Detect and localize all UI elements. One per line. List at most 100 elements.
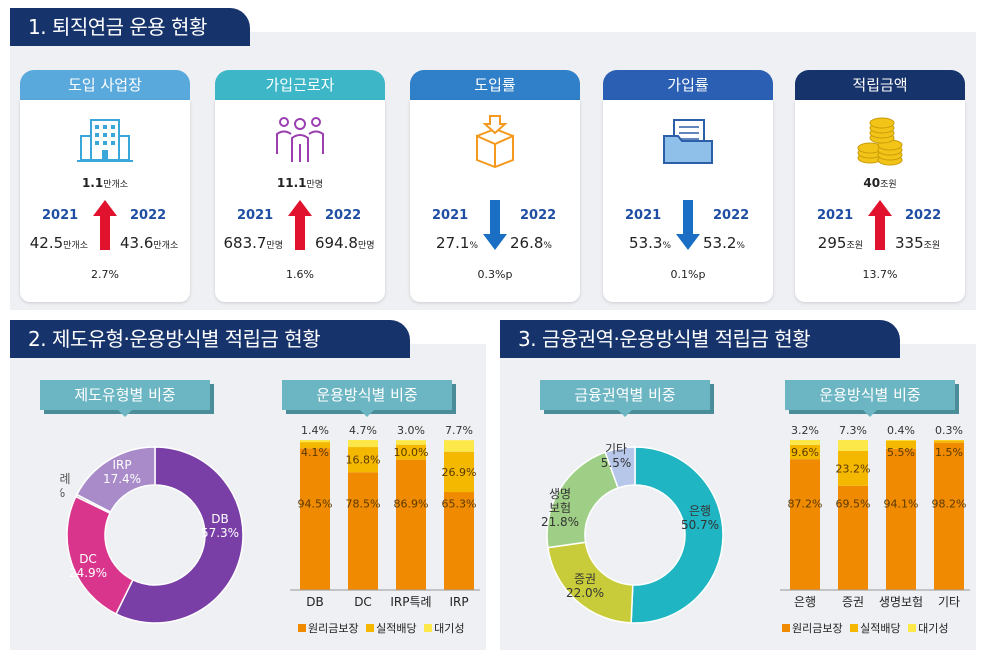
value-from: 27.1%	[436, 234, 478, 252]
value-to-unit: %	[543, 241, 552, 251]
legend-swatch-standby	[908, 624, 917, 632]
bar-label-standby: 0.3%	[935, 424, 963, 437]
value-to-number: 335	[895, 234, 924, 252]
donut-slice-label-line: 5.5%	[601, 456, 632, 470]
bar-label-principal: 87.2%	[788, 498, 823, 511]
donut-slice-label-line: IRP	[112, 458, 131, 472]
year-to: 2022	[520, 208, 557, 223]
people-icon	[272, 114, 328, 168]
bar-category-label: 생명보험	[879, 595, 923, 609]
arrow-up-icon	[93, 200, 117, 250]
change-rate-unit: %p	[688, 268, 706, 281]
bar-label-standby: 7.7%	[445, 424, 473, 437]
value-from: 295조원	[818, 234, 863, 252]
donut-slice	[115, 446, 244, 624]
bar-label-standby: 0.4%	[887, 424, 915, 437]
coins-icon	[852, 114, 908, 168]
value-from: 683.7만명	[223, 234, 283, 252]
bar-label-principal: 98.2%	[932, 498, 967, 511]
bar-segment	[790, 444, 820, 460]
bar-label-standby: 1.4%	[301, 424, 329, 437]
donut-slice-label-line: IRP특례	[60, 472, 71, 486]
stat-card-title: 도입률	[410, 70, 580, 100]
change-rate: 1.6%	[215, 268, 385, 281]
bar-segment	[348, 440, 378, 448]
change-rate: 13.7%	[795, 268, 965, 281]
building-icon	[77, 114, 133, 168]
legend-swatch-standby	[424, 624, 433, 632]
value-from-unit: 만명	[266, 241, 283, 251]
section2-title: 2. 제도유형·운용방식별 적립금 현황	[10, 320, 410, 358]
box-icon	[467, 114, 523, 169]
value-from-number: 53.3	[629, 234, 663, 252]
arrow-down-icon	[483, 200, 507, 250]
year-to: 2022	[130, 208, 167, 223]
bar-label-performance: 5.5%	[887, 446, 915, 459]
section3-bar-title: 운용방식별 비중	[785, 380, 955, 417]
stat-card: 도입 사업장 1.1만개소 2021 2022 42.5만개소 43.6만개소 2.7%	[20, 70, 190, 302]
stat-change-total-value: 11.1	[276, 176, 307, 190]
change-rate: 0.1%p	[603, 268, 773, 281]
stat-card-title: 적립금액	[795, 70, 965, 100]
stacked-bar-chart-financial-sector: 87.2% 9.6% 3.2% 은행 69.5% 23.2% 7.3% 증권 94.1% 5.5%…	[780, 424, 970, 609]
value-to-unit: %	[736, 241, 745, 251]
change-rate-value: 0.3	[477, 268, 496, 281]
legend-label-performance: 실적배당	[376, 622, 417, 635]
bar-label-performance: 9.6%	[791, 446, 819, 459]
bar-segment	[886, 440, 916, 441]
value-to: 53.2%	[703, 234, 745, 252]
legend-swatch-principal	[782, 624, 790, 632]
bar-segment	[396, 444, 426, 460]
legend-label-standby: 대기성	[918, 622, 949, 635]
bar-category-label: IRP특례	[390, 595, 431, 609]
stat-card-body: 2021 2022 53.3% 53.2% 0.1%p	[603, 100, 773, 302]
section1-title: 1. 퇴직연금 운용 현황	[10, 8, 250, 46]
donut-slice-label-line: DB	[211, 512, 228, 526]
stat-change-total: 1.1만개소	[20, 176, 190, 190]
stat-card: 도입률 2021 2022 27.1% 26.8% 0.3%p	[410, 70, 580, 302]
bar-label-principal: 94.5%	[298, 498, 333, 511]
legend-section3: 원리금보장 실적배당 대기성	[778, 620, 948, 636]
stat-card-body: 1.1만개소 2021 2022 42.5만개소 43.6만개소 2.7%	[20, 100, 190, 302]
arrow-down-icon	[676, 200, 700, 250]
value-from-unit: %	[662, 241, 671, 251]
legend-swatch-performance	[850, 624, 859, 632]
bar-category-label: 기타	[938, 595, 960, 609]
donut-slice-label-line: 생명	[549, 487, 571, 501]
bar-label-performance: 10.0%	[394, 446, 429, 459]
folder-icon	[660, 114, 716, 168]
year-to: 2022	[713, 208, 750, 223]
donut-slice-label: 기타 5.5%	[601, 442, 632, 470]
value-to: 43.6만개소	[120, 234, 178, 252]
donut-slice	[75, 446, 156, 514]
bar-category-label: 증권	[842, 595, 864, 609]
legend-section2: 원리금보장 실적배당 대기성	[294, 620, 464, 636]
bar-label-principal: 94.1%	[884, 498, 919, 511]
donut-slice-label: DC 24.9%	[69, 552, 107, 580]
bar-label-principal: 65.3%	[442, 498, 477, 511]
change-rate-value: 0.1	[670, 268, 689, 281]
value-to-number: 694.8	[315, 234, 358, 252]
bar-category-label: 은행	[794, 594, 816, 609]
donut-slice-label-line: 50.7%	[681, 518, 719, 532]
year-to: 2022	[905, 208, 942, 223]
donut-slice-label: 은행 50.7%	[681, 503, 719, 532]
donut-slice-label-line: 은행	[689, 503, 711, 518]
stat-card: 적립금액 40조원 2021 2022 295조원 335조원 13.7%	[795, 70, 965, 302]
bar-segment	[838, 450, 868, 486]
bar-segment	[934, 440, 964, 443]
stat-change-total-unit: 조원	[880, 180, 897, 190]
change-rate-value: 1.6	[286, 268, 304, 281]
value-from: 42.5만개소	[30, 234, 88, 252]
donut-slice-label: DB 57.3%	[201, 512, 239, 540]
year-from: 2021	[42, 208, 79, 223]
legend-label-performance: 실적배당	[860, 622, 901, 635]
bar-label-performance: 16.8%	[346, 454, 381, 467]
stat-card-body: 40조원 2021 2022 295조원 335조원 13.7%	[795, 100, 965, 302]
bar-label-standby: 3.0%	[397, 424, 425, 437]
value-from-unit: %	[469, 241, 478, 251]
change-rate: 0.3%p	[410, 268, 580, 281]
change-rate-unit: %	[303, 268, 314, 281]
donut-slice-label-line: 기타	[605, 442, 627, 456]
